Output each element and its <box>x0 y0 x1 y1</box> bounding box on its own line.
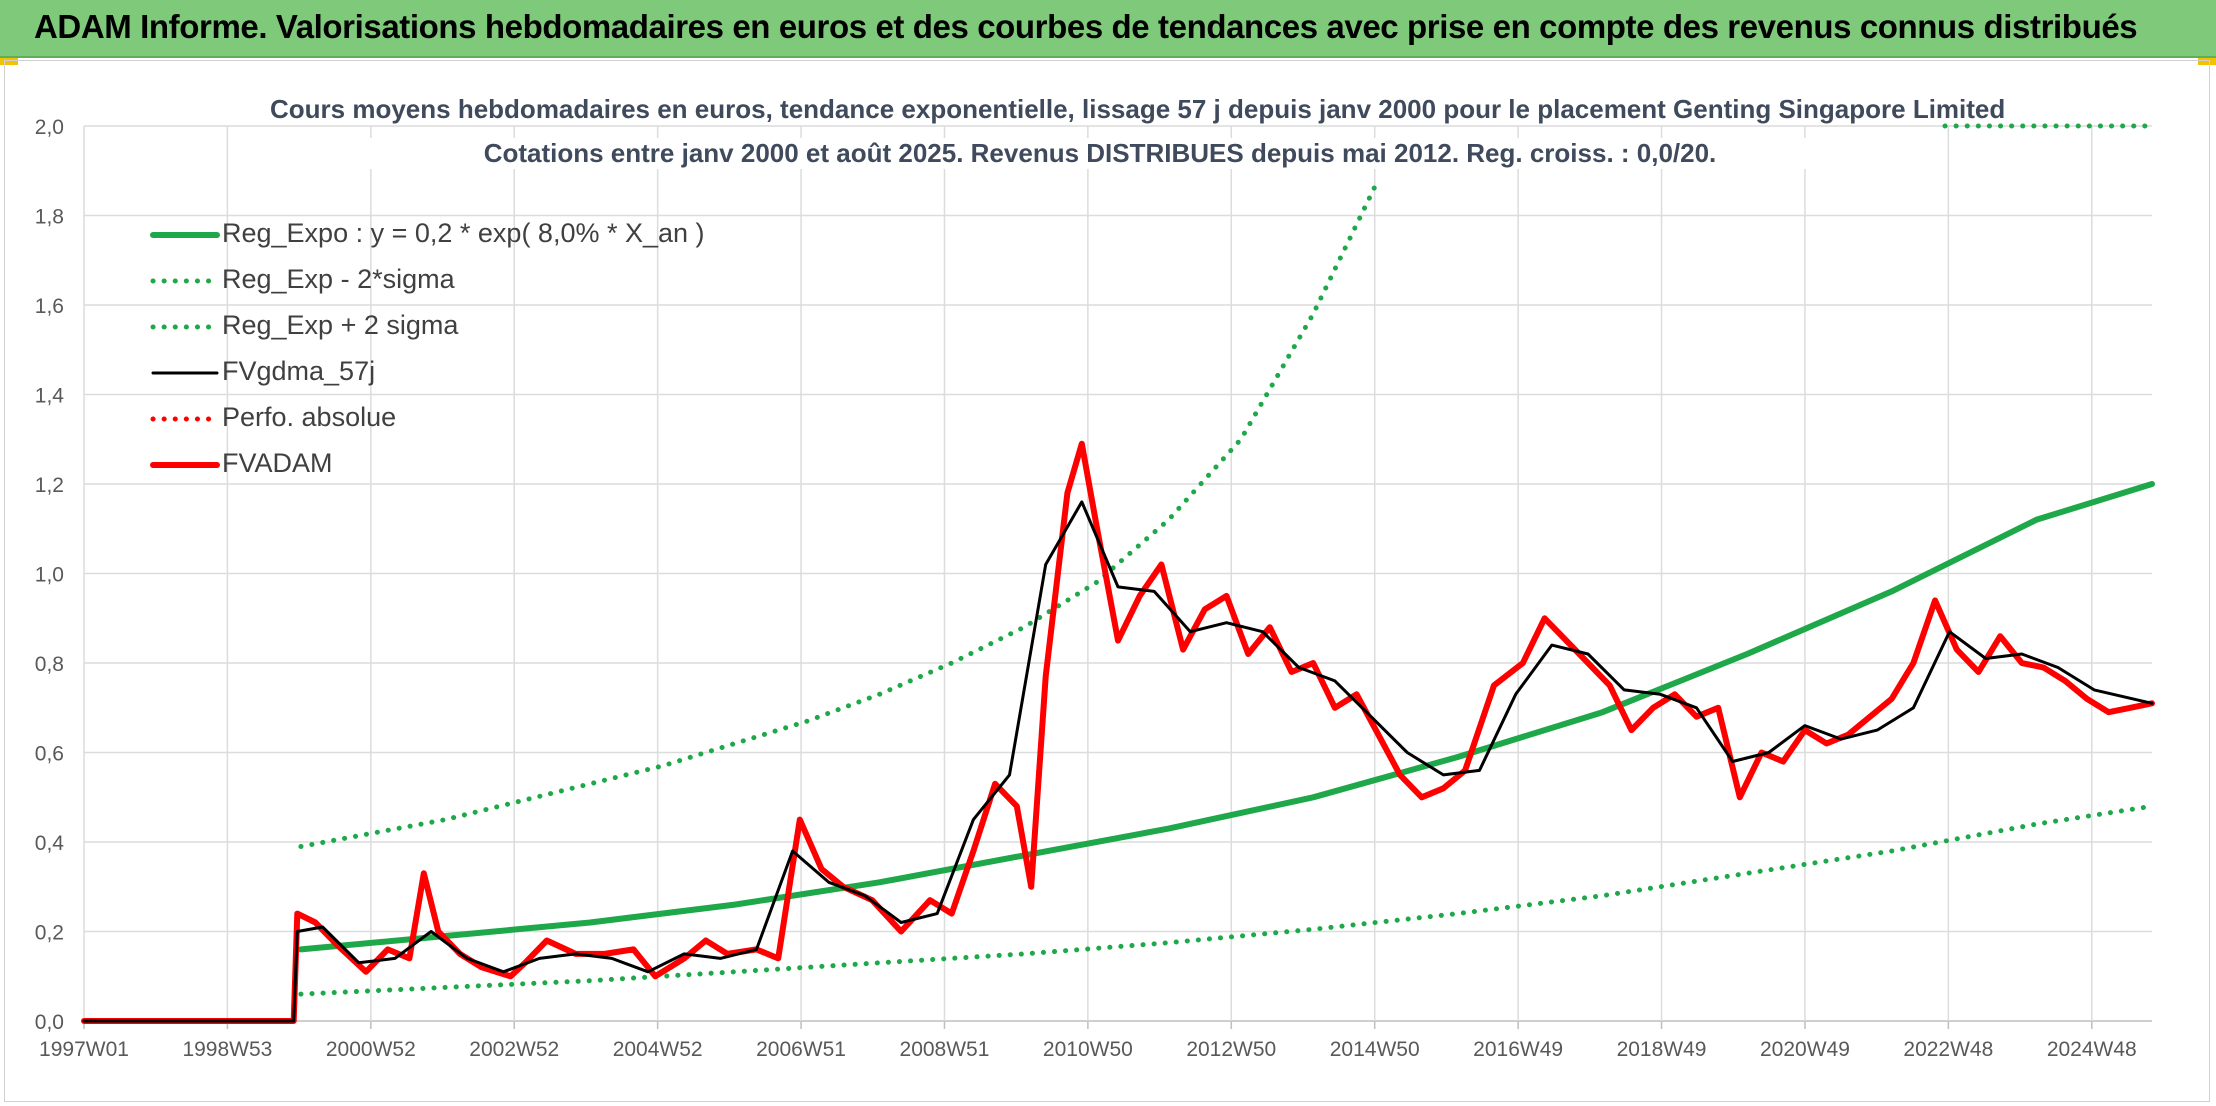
x-tick-label: 1998W53 <box>182 1038 272 1061</box>
x-tick-label: 2010W50 <box>1043 1038 1133 1061</box>
y-tick-label: 0,8 <box>35 653 64 676</box>
y-tick-label: 2,0 <box>35 116 64 139</box>
y-tick-label: 1,2 <box>35 474 64 497</box>
x-tick-label: 2022W48 <box>1903 1038 1993 1061</box>
legend-swatch <box>150 324 220 330</box>
legend-label: Reg_Exp - 2*sigma <box>222 264 455 294</box>
x-tick-label: 2024W48 <box>2047 1038 2137 1061</box>
series-line-3 <box>82 500 2154 1023</box>
y-tick-label: 1,8 <box>35 206 64 229</box>
y-tick-label: 1,4 <box>35 385 65 408</box>
series-line-0 <box>297 481 2155 953</box>
x-tick-label: 2000W52 <box>326 1038 416 1061</box>
x-tick-label: 2018W49 <box>1617 1038 1707 1061</box>
x-tick-label: 2016W49 <box>1473 1038 1563 1061</box>
banner: ADAM Informe. Valorisations hebdomadaire… <box>0 0 2216 58</box>
corner-marker-right <box>2198 58 2216 65</box>
legend-label: FVADAM <box>222 448 333 478</box>
y-tick-label: 0,6 <box>35 743 64 766</box>
legend-item: FVADAM <box>150 446 710 486</box>
x-tick-label: 2014W50 <box>1330 1038 1420 1061</box>
x-tick-label: 2006W51 <box>756 1038 846 1061</box>
y-tick-label: 0,2 <box>35 922 64 945</box>
x-tick-label: 1997W01 <box>39 1038 129 1061</box>
y-tick-label: 1,0 <box>35 564 64 587</box>
x-tick-label: 2004W52 <box>613 1038 703 1061</box>
chart-frame <box>4 60 2210 1102</box>
y-tick-label: 0,4 <box>35 832 65 855</box>
series-line-5 <box>81 440 2155 1024</box>
legend-swatch <box>150 278 220 284</box>
legend-swatch <box>150 416 220 422</box>
x-tick-label: 2002W52 <box>469 1038 559 1061</box>
legend-label: Reg_Exp + 2 sigma <box>222 310 459 340</box>
legend-item: FVgdma_57j <box>150 354 710 394</box>
legend-label: Perfo. absolue <box>222 402 397 432</box>
chart-title: Cours moyens hebdomadaires en euros, ten… <box>270 94 2006 125</box>
legend-label: Reg_Expo : y = 0,2 * exp( 8,0% * X_an ) <box>222 218 705 248</box>
x-tick-label: 2020W49 <box>1760 1038 1850 1061</box>
legend-swatch <box>150 232 220 238</box>
legend-item: Reg_Expo : y = 0,2 * exp( 8,0% * X_an ) <box>150 216 710 256</box>
series-line-1 <box>298 803 2155 997</box>
legend-item: Perfo. absolue <box>150 400 710 440</box>
chart-subtitle: Cotations entre janv 2000 et août 2025. … <box>270 138 1930 169</box>
y-tick-label: 1,6 <box>35 295 64 318</box>
corner-marker-left <box>0 58 18 65</box>
y-tick-label: 0,0 <box>35 1011 64 1034</box>
legend-label: FVgdma_57j <box>222 356 376 386</box>
legend-swatch <box>151 371 219 375</box>
banner-title: ADAM Informe. Valorisations hebdomadaire… <box>34 8 2138 45</box>
legend-item: Reg_Exp - 2*sigma <box>150 262 710 302</box>
x-tick-label: 2008W51 <box>900 1038 990 1061</box>
x-tick-label: 2012W50 <box>1186 1038 1276 1061</box>
legend-swatch <box>150 462 220 468</box>
legend-item: Reg_Exp + 2 sigma <box>150 308 710 348</box>
